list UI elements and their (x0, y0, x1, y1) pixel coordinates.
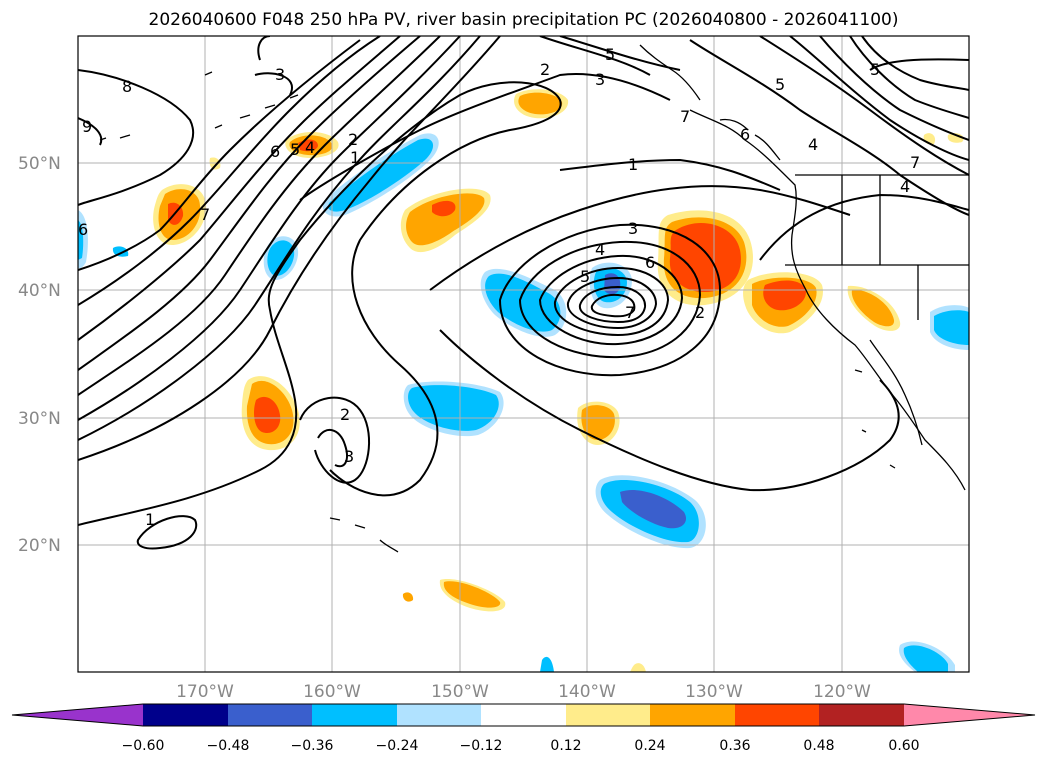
lon-labels: 170°W 160°W 150°W 140°W 130°W 120°W (176, 682, 871, 702)
lat-labels: 50°N 40°N 30°N 20°N (18, 154, 61, 556)
colorbar-segment (650, 704, 735, 726)
plot-frame (77, 35, 970, 673)
precip-shading (78, 89, 969, 672)
contour-label: 6 (740, 125, 750, 144)
contour-label: 2 (540, 60, 550, 79)
colorbar-tick-label: 0.24 (634, 738, 665, 754)
plot-area: 8 9 6 5 4 2 1 7 6 2 3 5 3 7 6 5 4 1 3 4 … (78, 36, 969, 672)
lon-label: 150°W (431, 682, 489, 702)
colorbar-tick-label: −0.12 (460, 738, 503, 754)
contour-label: 3 (628, 219, 638, 238)
contour-label: 5 (775, 75, 785, 94)
contour-label: 7 (910, 153, 920, 172)
lon-label: 170°W (176, 682, 234, 702)
colorbar-tick-label: 0.60 (888, 738, 919, 754)
contour-label: 4 (900, 177, 910, 196)
lat-label: 20°N (18, 536, 61, 556)
colorbar-segment (481, 704, 566, 726)
contour-label: 1 (350, 148, 360, 167)
contour-label: 5 (870, 60, 880, 79)
contour-label: 2 (340, 405, 350, 424)
lat-label: 30°N (18, 409, 61, 429)
contour-label: 6 (78, 220, 88, 239)
contour-label: 7 (680, 107, 690, 126)
contour-label: 7 (625, 303, 635, 322)
contour-label: 6 (270, 142, 280, 161)
colorbar-tick-label: 0.48 (803, 738, 834, 754)
colorbar-tick-label: 0.36 (719, 738, 750, 754)
contour-labels: 8 9 6 5 4 2 1 7 6 2 3 5 3 7 6 5 4 1 3 4 … (78, 45, 920, 529)
colorbar-tick-label: −0.24 (376, 738, 419, 754)
colorbar-segment (228, 704, 312, 726)
colorbar-tick-label: −0.36 (291, 738, 334, 754)
contour-label: 7 (200, 205, 210, 224)
graticule (78, 36, 969, 672)
colorbar-segment (819, 704, 904, 726)
colorbar-ticks: −0.60 −0.48 −0.36 −0.24 −0.12 0.12 0.24 … (122, 738, 920, 754)
colorbar-tick-label: −0.60 (122, 738, 165, 754)
colorbar-segment (566, 704, 650, 726)
pv-contours (78, 36, 969, 550)
contour-label: 3 (275, 65, 285, 84)
contour-label: 4 (808, 135, 818, 154)
lon-label: 140°W (558, 682, 616, 702)
colorbar-outline (11, 703, 1036, 727)
contour-label: 4 (595, 240, 605, 259)
contour-label: 6 (645, 253, 655, 272)
lon-label: 120°W (813, 682, 871, 702)
contour-label: 5 (290, 140, 300, 159)
colorbar-tick-label: −0.48 (207, 738, 250, 754)
colorbar-segment (143, 704, 228, 726)
colorbar: −0.60 −0.48 −0.36 −0.24 −0.12 0.12 0.24 … (11, 703, 1036, 754)
colorbar-extend-max (904, 704, 1035, 726)
contour-label: 5 (580, 267, 590, 286)
lon-label: 160°W (303, 682, 361, 702)
contour-label: 4 (305, 138, 315, 157)
map-title: 2026040600 F048 250 hPa PV, river basin … (148, 10, 899, 30)
colorbar-segment (397, 704, 481, 726)
contour-label: 1 (145, 510, 155, 529)
contour-label: 8 (122, 77, 132, 96)
contour-label: 9 (82, 117, 92, 136)
lat-label: 40°N (18, 281, 61, 301)
contour-label: 1 (628, 155, 638, 174)
contour-label: 3 (595, 70, 605, 89)
colorbar-extend-min (12, 704, 143, 726)
colorbar-segment (735, 704, 819, 726)
colorbar-tick-label: 0.12 (550, 738, 581, 754)
contour-label: 3 (344, 447, 354, 466)
contour-label: 2 (695, 303, 705, 322)
contour-label: 5 (605, 45, 615, 64)
colorbar-segment (312, 704, 397, 726)
lat-label: 50°N (18, 154, 61, 174)
contour-label: 2 (348, 130, 358, 149)
lon-label: 130°W (685, 682, 743, 702)
